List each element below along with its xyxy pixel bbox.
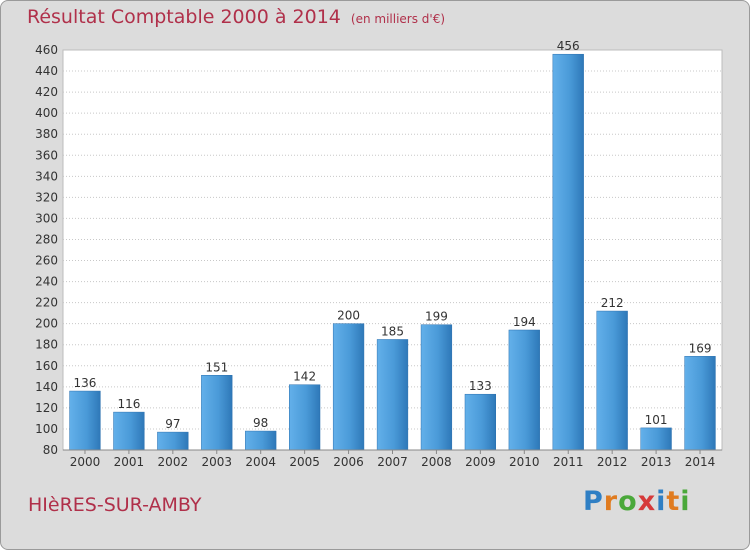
x-tick-label: 2010: [509, 455, 540, 469]
x-tick-label: 2001: [114, 455, 145, 469]
logo-letter: P: [583, 486, 604, 517]
y-tick-label: 400: [35, 106, 58, 120]
y-tick-label: 380: [35, 127, 58, 141]
data-label: 98: [253, 416, 268, 430]
data-label: 101: [645, 413, 668, 427]
data-label: 169: [689, 341, 712, 355]
data-label: 142: [293, 370, 316, 384]
bar: [596, 310, 628, 451]
x-tick-label: 2009: [465, 455, 496, 469]
x-tick-label: 2014: [685, 455, 716, 469]
logo-letter: x: [637, 486, 657, 517]
chart-title: Résultat Comptable 2000 à 2014 (en millie…: [27, 6, 445, 28]
x-tick-label: 2000: [70, 455, 101, 469]
x-tick-label: 2005: [289, 455, 320, 469]
y-tick-label: 180: [35, 338, 58, 352]
data-label: 151: [205, 360, 228, 374]
x-tick-label: 2008: [421, 455, 452, 469]
bar: [289, 384, 321, 451]
data-label: 185: [381, 324, 404, 338]
y-tick-label: 140: [35, 380, 58, 394]
y-tick-label: 80: [43, 443, 58, 457]
logo-letter: r: [603, 486, 619, 517]
chart-subtitle: (en milliers d'€): [350, 12, 446, 26]
bar: [201, 375, 233, 451]
x-tick-label: 2013: [641, 455, 672, 469]
bar: [420, 324, 453, 451]
data-label: 97: [165, 417, 180, 431]
x-tick-label: 2002: [158, 455, 189, 469]
x-tick-label: 2012: [597, 455, 628, 469]
proxiti-logo: Proxiti: [583, 486, 691, 517]
y-tick-label: 460: [35, 43, 58, 57]
bar: [640, 427, 672, 451]
y-tick-label: 100: [35, 422, 58, 436]
y-tick-label: 420: [35, 85, 58, 99]
y-tick-label: 220: [35, 296, 58, 310]
y-tick-label: 240: [35, 275, 58, 289]
bar: [552, 53, 584, 451]
logo-letter: i: [656, 486, 667, 517]
bar: [157, 431, 189, 451]
y-tick-label: 260: [35, 254, 58, 268]
y-tick-label: 360: [35, 148, 58, 162]
y-tick-label: 160: [35, 359, 58, 373]
y-tick-label: 200: [35, 317, 58, 331]
y-tick-label: 120: [35, 401, 58, 415]
bar: [245, 430, 277, 451]
y-tick-label: 280: [35, 232, 58, 246]
bar: [464, 393, 496, 451]
y-tick-label: 320: [35, 190, 58, 204]
y-tick-label: 340: [35, 169, 58, 183]
town-name: HIèRES-SUR-AMBY: [28, 494, 202, 516]
data-label: 200: [337, 309, 360, 323]
bar: [508, 329, 540, 451]
logo-letter: o: [618, 486, 638, 517]
x-tick-label: 2011: [553, 455, 584, 469]
y-tick-label: 300: [35, 211, 58, 225]
data-label: 133: [469, 379, 492, 393]
bar: [332, 323, 365, 451]
data-label: 194: [513, 315, 536, 329]
data-label: 116: [117, 397, 140, 411]
data-label: 212: [601, 296, 624, 310]
x-tick-label: 2006: [333, 455, 364, 469]
bar: [113, 411, 145, 451]
logo-letter: t: [666, 486, 681, 517]
chart-title-main: Résultat Comptable 2000 à 2014: [27, 6, 341, 28]
x-tick-label: 2004: [245, 455, 276, 469]
bar: [684, 356, 716, 451]
logo-letter: i: [680, 486, 691, 517]
data-label: 136: [74, 376, 97, 390]
data-label: 199: [425, 310, 448, 324]
data-label: 456: [557, 39, 580, 53]
bar: [69, 390, 101, 451]
y-tick-label: 440: [35, 64, 58, 78]
x-tick-label: 2007: [377, 455, 408, 469]
x-tick-label: 2003: [201, 455, 232, 469]
bar: [376, 339, 409, 451]
